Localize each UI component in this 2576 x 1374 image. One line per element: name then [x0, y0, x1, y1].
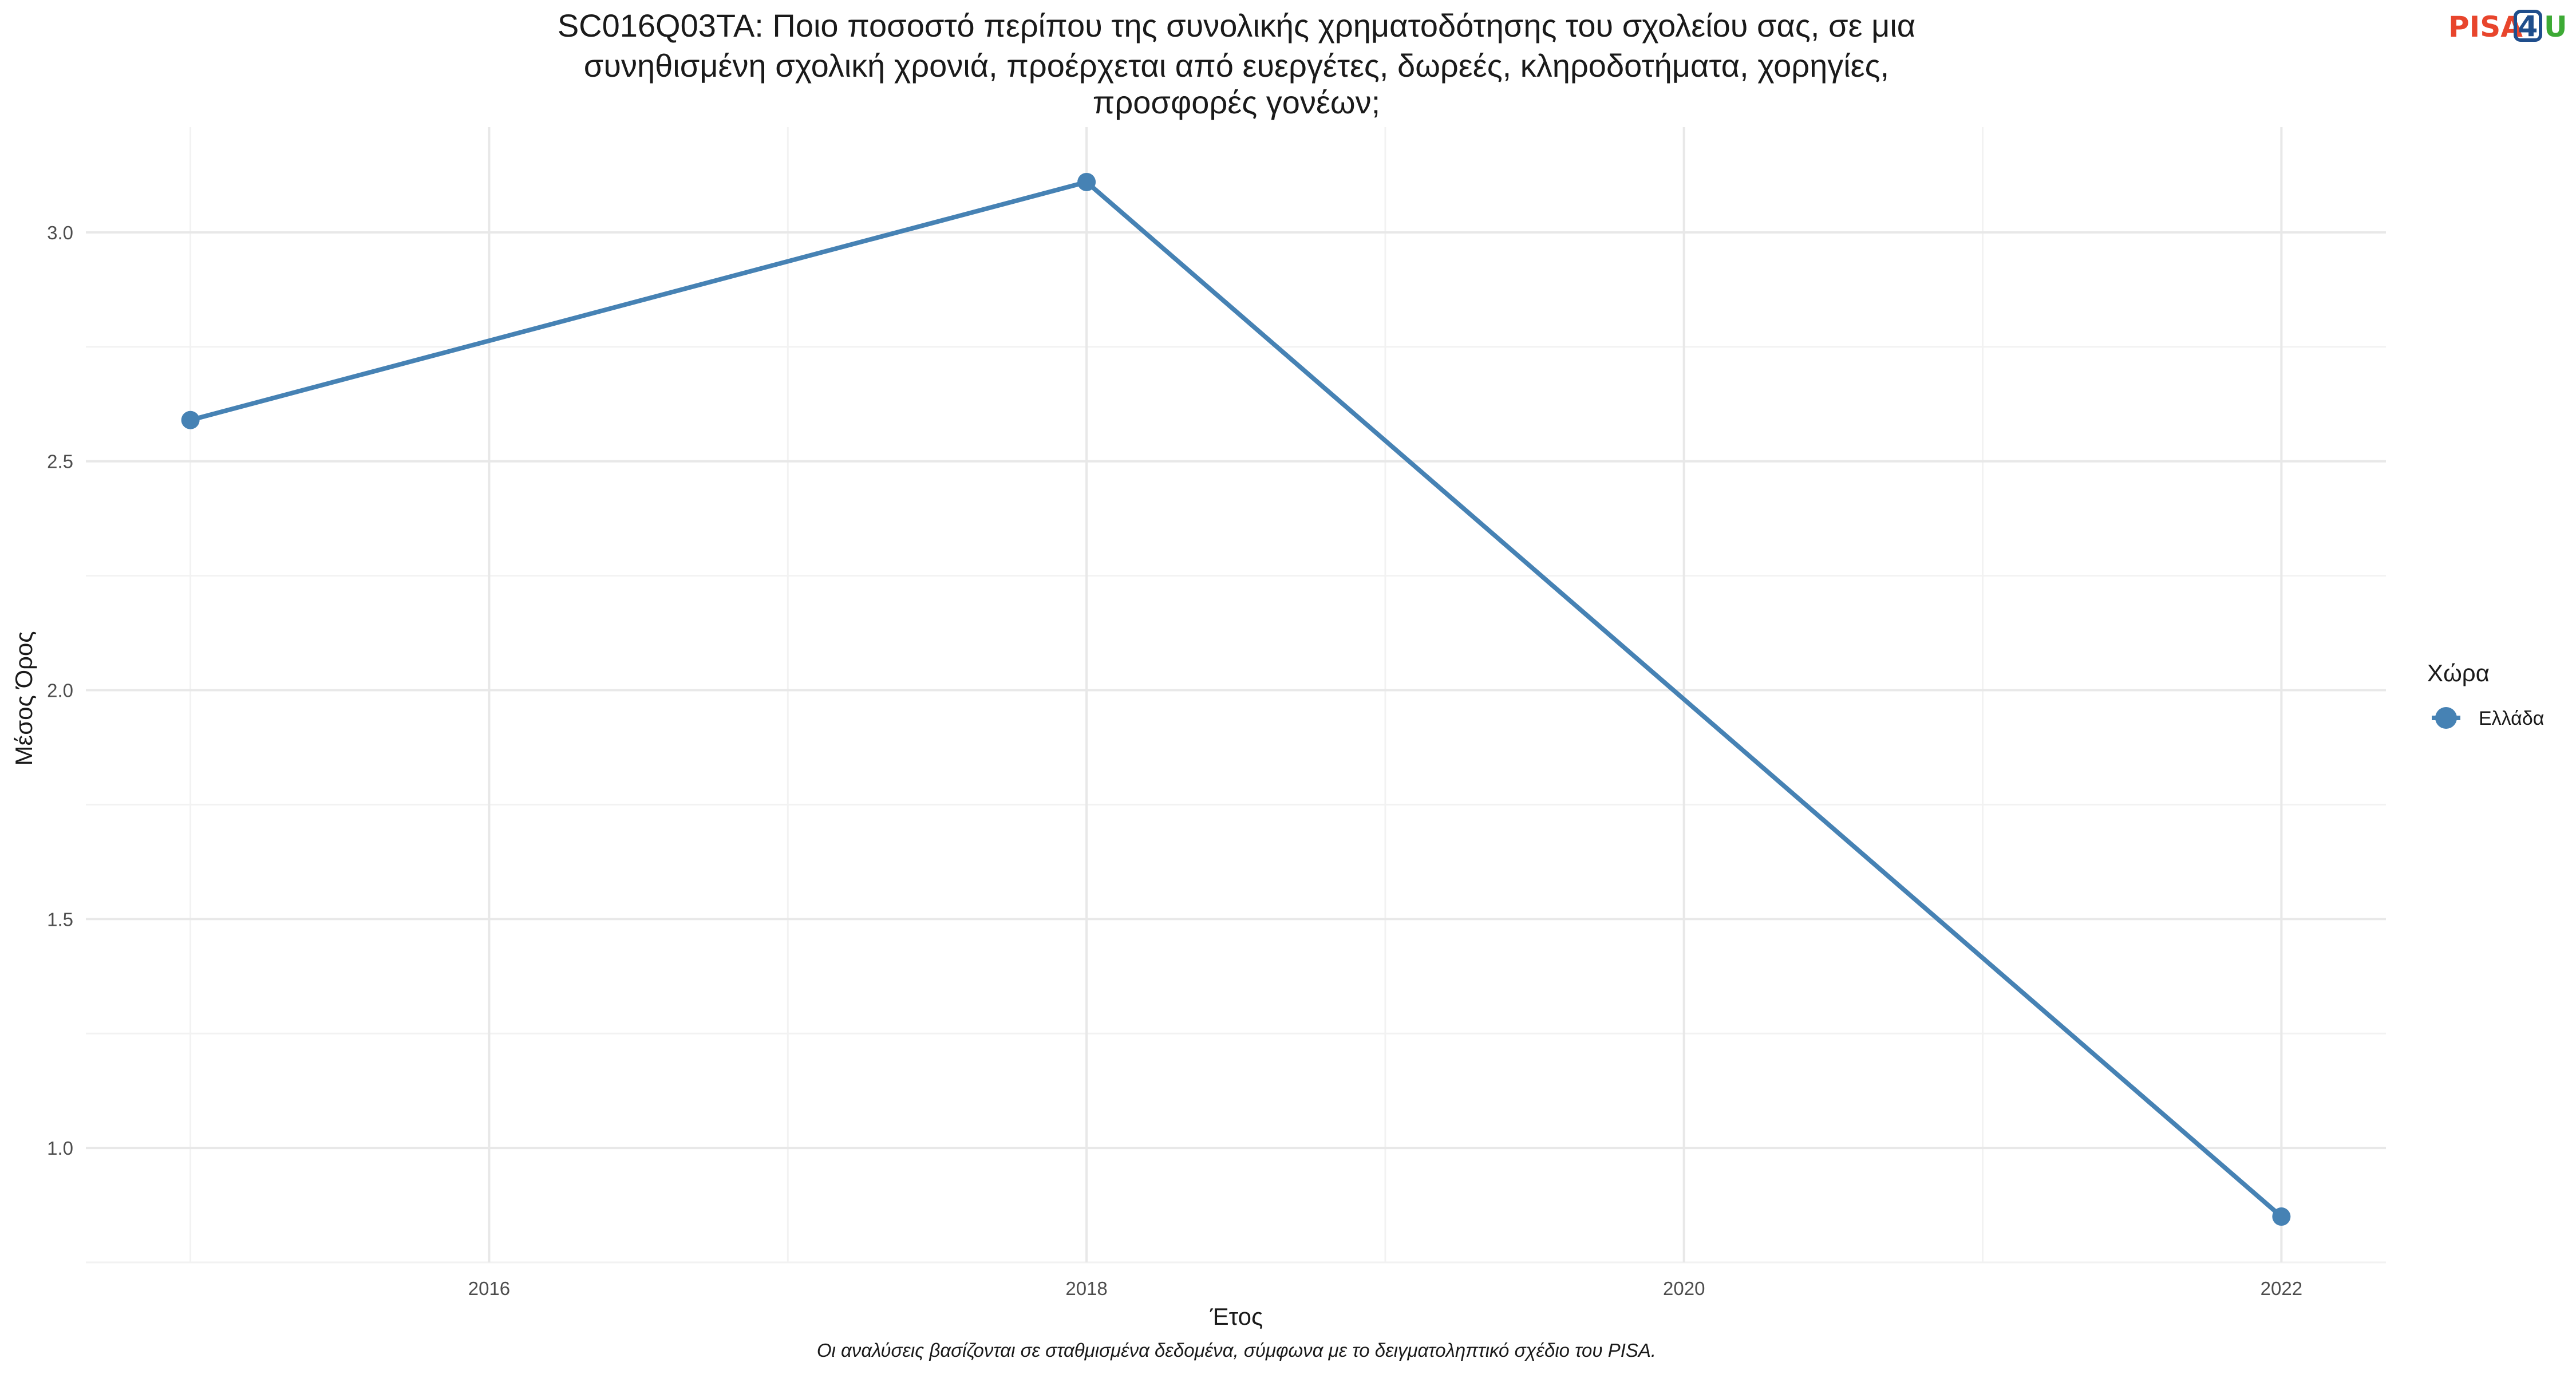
x-tick-label: 2018 [1065, 1278, 1107, 1299]
data-point [181, 410, 200, 429]
y-tick-label: 1.5 [47, 909, 73, 930]
x-axis-title: Έτος [1210, 1303, 1263, 1330]
x-tick-label: 2016 [468, 1278, 510, 1299]
chart-title-line-2: συνηθισμένη σχολική χρονιά, προέρχεται α… [584, 48, 1889, 84]
series-layer [181, 172, 2291, 1226]
data-point [2272, 1207, 2291, 1226]
logo-pisa-text: PISA [2448, 10, 2523, 44]
y-tick-label: 1.0 [47, 1138, 73, 1159]
x-tick-label: 2022 [2261, 1278, 2302, 1299]
chart-title-line-3: προσφορές γονέων; [1093, 84, 1380, 120]
y-tick-label: 3.0 [47, 222, 73, 243]
data-point [1077, 172, 1096, 191]
x-axis-ticks: 2016 2018 2020 2022 [468, 1278, 2302, 1299]
logo-4-box [2514, 10, 2542, 42]
major-gridlines [86, 127, 2386, 1262]
logo-u-text: U [2544, 10, 2567, 44]
legend-label-ellada: Ελλάδα [2479, 708, 2544, 729]
series-line [188, 179, 2284, 1219]
y-axis-ticks: 1.0 1.5 2.0 2.5 3.0 [47, 222, 73, 1159]
minor-gridlines [86, 127, 2386, 1264]
x-tick-label: 2020 [1663, 1278, 1705, 1299]
y-tick-label: 2.0 [47, 680, 73, 701]
y-axis-title: Μέσος Όρος [10, 631, 37, 766]
pisa4u-logo: PISA 4 U [2448, 10, 2567, 44]
caption: Οι αναλύσεις βασίζονται σε σταθμισμένα δ… [817, 1340, 1656, 1361]
legend: Χώρα Ελλάδα [2427, 660, 2544, 729]
legend-title: Χώρα [2427, 660, 2490, 686]
chart-title-line-1: SC016Q03TA: Ποιο ποσοστό περίπου της συν… [558, 7, 1915, 44]
y-tick-label: 2.5 [47, 451, 73, 472]
logo-4-text: 4 [2518, 10, 2538, 43]
legend-key-point [2435, 707, 2457, 729]
